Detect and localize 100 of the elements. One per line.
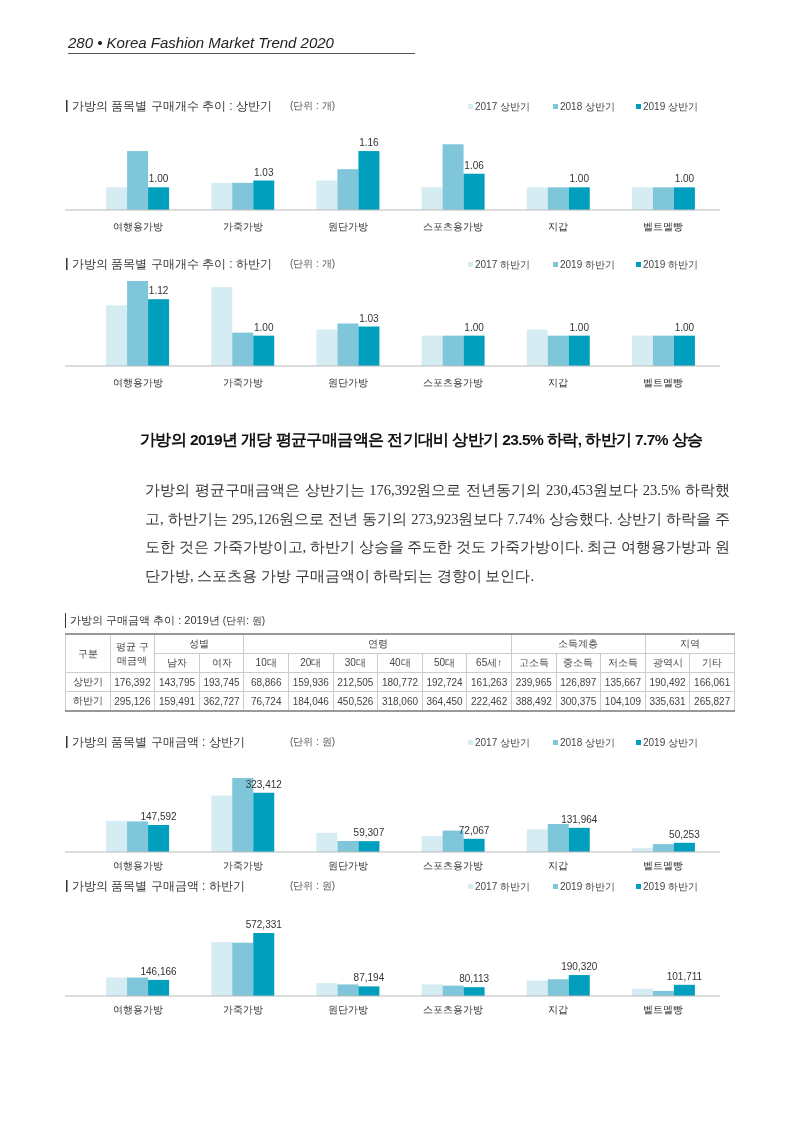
legend-label: 2019 상반기	[643, 737, 699, 748]
data-label: 104,109	[600, 691, 646, 711]
x-tick-label: 지갑	[548, 860, 569, 871]
data-label: 1.00	[569, 321, 590, 333]
chart-subtitle: (단위 : 개)	[290, 258, 335, 269]
chart-title: 가방의 품목별 구매개수 추이 : 상반기	[72, 99, 273, 113]
chart-title: 가방의 품목별 구매금액 : 상반기	[72, 735, 245, 749]
data-label: 166,061	[689, 672, 735, 692]
bar	[211, 941, 233, 996]
x-tick-label: 지갑	[548, 1004, 569, 1015]
bar	[421, 984, 443, 996]
bar	[547, 979, 569, 996]
x-tick-label: 저소득	[600, 653, 646, 673]
x-tick-label: 스포츠용가방	[423, 860, 484, 871]
bar	[211, 795, 233, 852]
x-tick-label: 벨트멜빵	[643, 221, 684, 232]
data-label: 143,795	[154, 672, 200, 692]
legend-label: 2019 하반기	[560, 259, 616, 270]
x-tick-label: 65세↑	[466, 653, 512, 673]
data-label: 212,505	[333, 672, 378, 692]
x-tick-label: 스포츠용가방	[423, 1004, 484, 1015]
text: 연령	[243, 634, 512, 654]
data-label: 1.03	[254, 166, 274, 178]
data-label: 87,194	[353, 972, 385, 984]
x-tick-label: 고소득	[511, 653, 557, 673]
legend-label: 2018 상반기	[560, 101, 616, 112]
bar	[337, 984, 359, 996]
x-tick-label: 여행용가방	[112, 377, 163, 388]
x-tick-label: 벨트멜빵	[643, 860, 684, 871]
chart-subtitle: (단위 : 개)	[290, 100, 335, 111]
text: 성별	[154, 634, 244, 654]
x-tick-label: 가죽가방	[222, 860, 263, 871]
bar	[106, 977, 128, 996]
x-tick-label: 40대	[377, 653, 423, 673]
data-label: 300,375	[556, 691, 601, 711]
text: 280 • Korea Fashion Market Trend 2020	[68, 34, 415, 54]
bar	[358, 841, 380, 852]
x-tick-label: 가죽가방	[222, 1004, 263, 1015]
data-label: 146,166	[140, 965, 178, 977]
data-label: 135,667	[600, 672, 646, 692]
x-tick-label: 원단가방	[327, 860, 368, 871]
data-label: 131,964	[561, 813, 598, 825]
chart-subtitle: (단위: 원)	[222, 615, 266, 626]
data-label: 184,046	[288, 691, 334, 711]
x-tick-label: 50대	[422, 653, 467, 673]
x-tick-label: 원단가방	[327, 221, 368, 232]
x-tick-label: 지갑	[548, 377, 569, 388]
data-label: 318,060	[377, 691, 423, 711]
x-tick-label: 원단가방	[327, 377, 368, 388]
bar	[148, 979, 170, 996]
data-label: 572,331	[245, 919, 283, 930]
bar	[316, 983, 338, 996]
data-label: 1.16	[359, 137, 380, 149]
data-label: 239,965	[511, 672, 557, 692]
x-tick-label: 30대	[333, 653, 378, 673]
bar	[568, 827, 590, 852]
data-label: 1.12	[148, 285, 169, 297]
text: 구분	[65, 634, 111, 673]
chart-subtitle: (단위 : 원)	[290, 880, 335, 891]
bar	[421, 835, 443, 852]
bar	[106, 820, 128, 852]
data-label: 72,067	[458, 824, 490, 836]
legend-label: 2017 하반기	[475, 259, 531, 270]
y-tick-label: 상반기	[65, 672, 111, 692]
x-tick-label: 가죽가방	[222, 377, 263, 388]
x-tick-label: 스포츠용가방	[423, 377, 484, 388]
data-label: 295,126	[110, 691, 155, 711]
bar	[526, 829, 548, 852]
x-tick-label: 원단가방	[327, 1004, 368, 1015]
x-tick-label: 광역시	[645, 653, 690, 673]
bar	[526, 980, 548, 996]
data-label: 126,897	[556, 672, 601, 692]
x-tick-label: 벨트멜빵	[643, 1004, 684, 1015]
bar	[337, 841, 359, 852]
y-tick-label: 하반기	[65, 691, 111, 711]
text: 가방의 2019년 개당 평균구매금액은 전기대비 상반기 23.5% 하락, 하반기 7.7% 상승	[140, 430, 704, 450]
data-label: 450,526	[333, 691, 378, 711]
legend-label: 2017 상반기	[475, 737, 531, 748]
data-label: 193,745	[199, 672, 244, 692]
legend-label: 2019 하반기	[643, 259, 699, 270]
text: 소득계층	[511, 634, 646, 654]
data-label: 222,462	[466, 691, 512, 711]
data-label: 335,631	[645, 691, 690, 711]
bar	[547, 823, 569, 852]
x-tick-label: 스포츠용가방	[423, 221, 484, 232]
legend-label: 2019 상반기	[643, 101, 699, 112]
data-label: 59,307	[353, 827, 385, 839]
x-tick-label: 여자	[199, 653, 244, 673]
chart-title: 가방의 구매금액 추이 : 2019년	[70, 614, 220, 626]
bar	[127, 977, 149, 996]
data-label: 80,113	[459, 973, 490, 985]
x-tick-label: 여행용가방	[112, 860, 163, 871]
chart-subtitle: (단위 : 원)	[290, 736, 335, 747]
data-label: 180,772	[377, 672, 423, 692]
bar	[463, 838, 485, 852]
x-tick-label: 남자	[154, 653, 200, 673]
data-label: 1.00	[464, 321, 485, 333]
data-label: 101,711	[666, 970, 703, 982]
legend-label: 2018 상반기	[560, 737, 616, 748]
x-tick-label: 여행용가방	[112, 221, 163, 232]
